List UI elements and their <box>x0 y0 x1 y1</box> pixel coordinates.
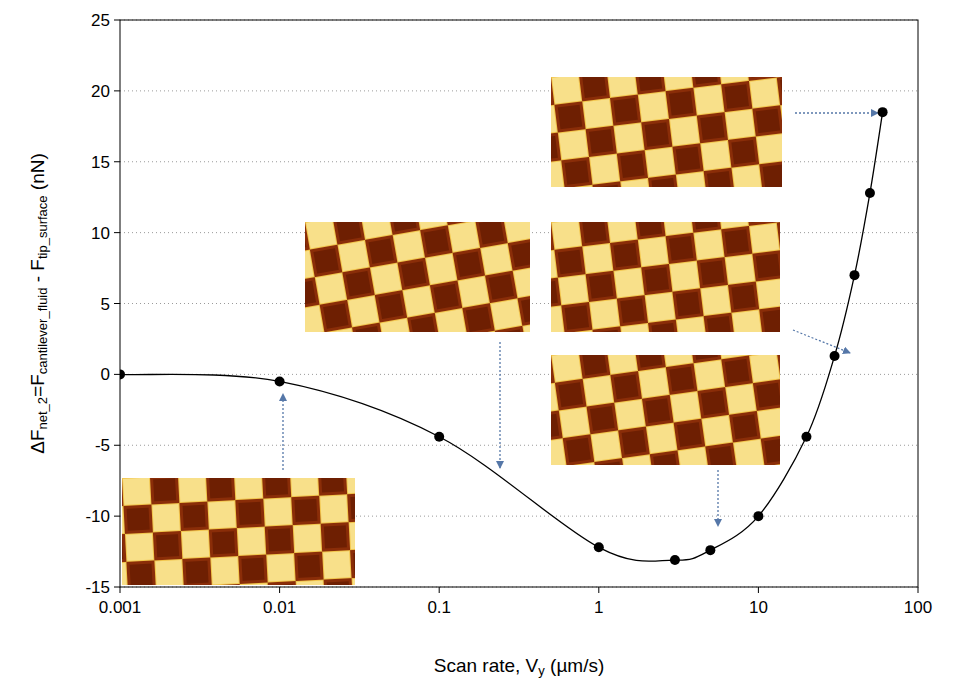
data-point <box>705 545 715 555</box>
plot-frame <box>120 20 918 587</box>
inset-arrow <box>717 470 718 526</box>
grid-line <box>120 374 918 375</box>
y-tick <box>114 232 120 233</box>
y-tick-label: 15 <box>91 153 110 172</box>
x-tick <box>439 587 440 593</box>
x-axis-title: Scan rate, Vy (µm/s) <box>434 655 605 678</box>
afm-inset <box>551 77 782 187</box>
y-tick-label: 0 <box>101 365 110 384</box>
data-point <box>670 555 680 565</box>
inset-arrow <box>499 342 500 468</box>
y-tick <box>114 161 120 162</box>
data-point <box>878 107 888 117</box>
afm-inset <box>122 478 355 585</box>
y-tick-label: 25 <box>91 11 110 30</box>
x-tick-label: 0.01 <box>263 598 296 617</box>
afm-inset <box>551 355 780 465</box>
label-part: =F <box>27 374 48 397</box>
label-part: (µm/s) <box>545 655 605 676</box>
label-part: Scan rate, V <box>434 655 539 676</box>
data-point <box>594 542 604 552</box>
data-point <box>275 376 285 386</box>
x-tick <box>279 587 280 593</box>
afm-inset <box>305 222 530 332</box>
y-tick-label: -5 <box>95 436 110 455</box>
x-tick-label: 0.001 <box>99 598 142 617</box>
data-point <box>830 351 840 361</box>
x-tick-label: 1 <box>594 598 603 617</box>
y-tick <box>114 90 120 91</box>
inset-arrow <box>282 394 283 470</box>
label-part: ΔF <box>27 429 48 453</box>
y-tick <box>114 303 120 304</box>
y-tick <box>114 374 120 375</box>
data-point <box>434 432 444 442</box>
data-line <box>120 112 883 561</box>
x-tick-label: 10 <box>749 598 768 617</box>
y-tick <box>114 587 120 588</box>
data-group <box>120 107 888 565</box>
inset-arrow <box>793 330 850 353</box>
grid-line <box>120 161 918 162</box>
data-point <box>849 270 859 280</box>
y-tick <box>114 516 120 517</box>
subscript: cantilever_fluid <box>35 288 50 375</box>
subscript: net_2 <box>35 397 50 430</box>
y-tick <box>114 445 120 446</box>
y-tick <box>114 20 120 21</box>
x-tick <box>598 587 599 593</box>
y-tick-label: -15 <box>85 578 110 597</box>
subscript: tip_surface <box>35 195 50 259</box>
chart: -15 -10 -5 0 5 10 15 20 25 0.001 0.01 0.1 1 10 100 Scan… <box>0 0 955 691</box>
afm-inset <box>551 222 780 332</box>
y-tick-label: 20 <box>91 82 110 101</box>
x-tick-label: 100 <box>904 598 932 617</box>
x-tick-label: 0.1 <box>427 598 451 617</box>
label-part: (nN) <box>27 153 48 195</box>
label-part: - F <box>27 259 48 288</box>
data-point <box>865 188 875 198</box>
x-tick <box>918 587 919 593</box>
x-tick <box>120 587 121 593</box>
data-point <box>753 511 763 521</box>
grid-line <box>120 90 918 91</box>
x-tick <box>758 587 759 593</box>
y-tick-label: 10 <box>91 224 110 243</box>
inset-arrow <box>795 112 878 113</box>
y-axis-title: ΔFnet_2=Fcantilever_fluid - Ftip_surface… <box>27 153 50 454</box>
data-point <box>120 369 125 379</box>
grid-line <box>120 445 918 446</box>
y-tick-label: -10 <box>85 507 110 526</box>
y-tick-label: 5 <box>101 295 110 314</box>
data-point <box>801 432 811 442</box>
